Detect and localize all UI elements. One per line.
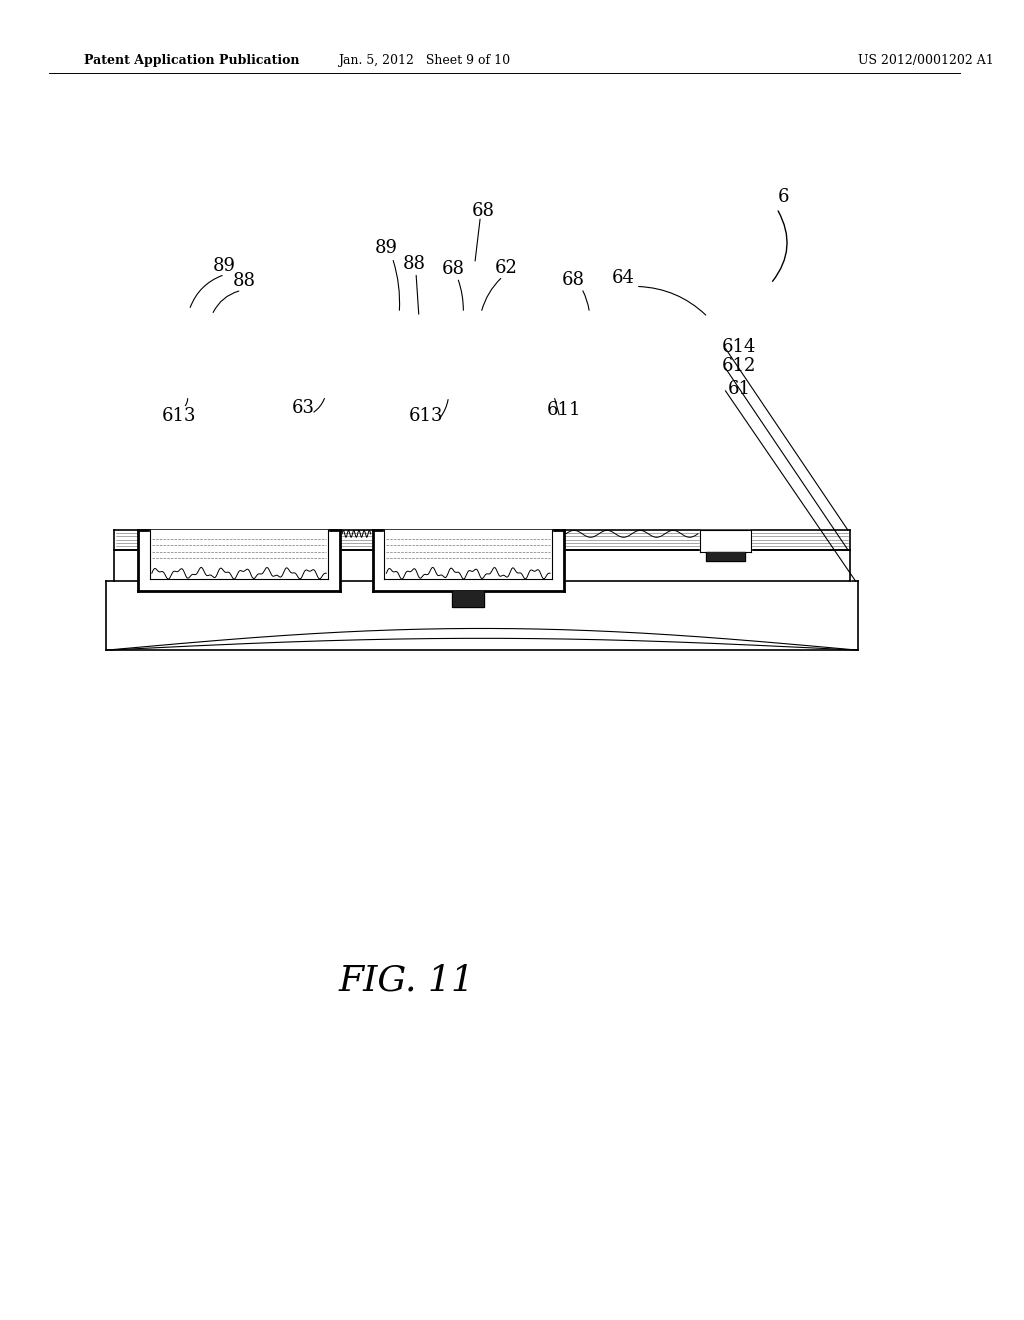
Polygon shape	[453, 591, 484, 607]
Text: Patent Application Publication: Patent Application Publication	[84, 54, 299, 67]
Polygon shape	[384, 529, 552, 579]
Text: 62: 62	[496, 259, 518, 277]
Text: 613: 613	[162, 407, 197, 425]
Text: 88: 88	[233, 272, 256, 290]
Text: Jan. 5, 2012   Sheet 9 of 10: Jan. 5, 2012 Sheet 9 of 10	[338, 54, 510, 67]
Text: 89: 89	[375, 239, 398, 257]
Text: 68: 68	[562, 271, 585, 289]
Polygon shape	[115, 529, 850, 549]
Text: 6: 6	[778, 187, 790, 206]
Polygon shape	[706, 552, 745, 561]
Polygon shape	[138, 529, 340, 591]
Text: 61: 61	[728, 380, 751, 397]
Text: 613: 613	[409, 407, 443, 425]
Text: 68: 68	[471, 202, 495, 220]
Text: 614: 614	[722, 338, 757, 355]
Polygon shape	[699, 529, 752, 552]
Text: 63: 63	[292, 399, 315, 417]
Text: 612: 612	[722, 358, 757, 375]
Polygon shape	[115, 549, 850, 581]
Polygon shape	[150, 529, 329, 579]
Polygon shape	[373, 529, 564, 591]
Text: FIG. 11: FIG. 11	[338, 964, 474, 998]
Text: 611: 611	[547, 401, 581, 418]
Text: US 2012/0001202 A1: US 2012/0001202 A1	[857, 54, 993, 67]
Text: 89: 89	[213, 256, 237, 275]
Text: 64: 64	[611, 268, 635, 286]
Polygon shape	[106, 581, 857, 651]
Text: 88: 88	[402, 255, 426, 273]
Text: 68: 68	[442, 260, 465, 277]
